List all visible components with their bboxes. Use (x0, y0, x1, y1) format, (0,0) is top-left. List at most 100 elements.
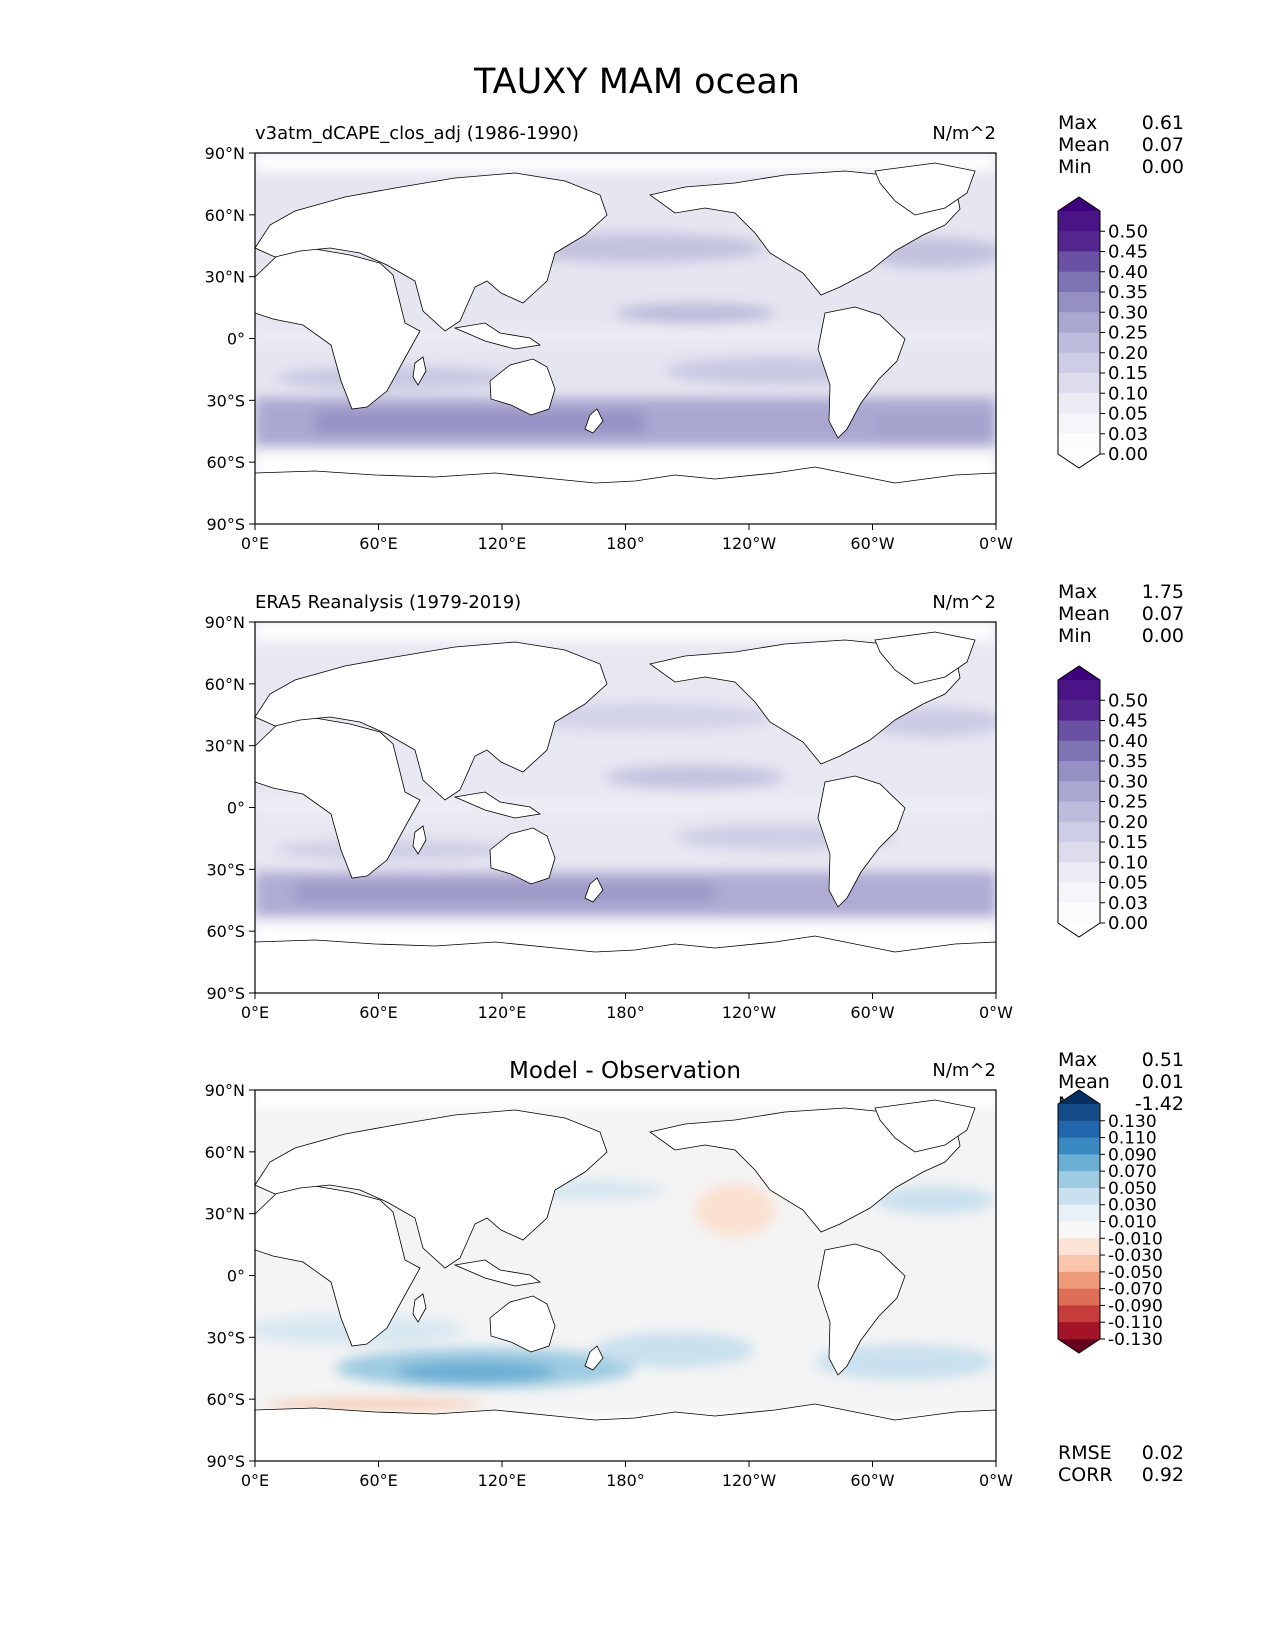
land-maritime (453, 1259, 542, 1287)
y-tick-label: 60°S (206, 1390, 245, 1409)
colorbar-segment (1058, 1137, 1100, 1155)
stats-block: Max 0.61 Mean 0.07 Min 0.00 (1058, 112, 1184, 178)
colorbar-tick-label: 0.03 (1108, 424, 1148, 445)
colorbar-tick-label: 0.30 (1108, 302, 1148, 323)
land-antarctica (255, 935, 996, 993)
x-tick-label: 60°W (850, 1003, 894, 1022)
map-area (255, 1090, 996, 1461)
colorbar-segment (1058, 312, 1100, 333)
metric-corr-label: CORR (1058, 1464, 1113, 1486)
colorbar-tick-label: -0.130 (1108, 1330, 1163, 1350)
panel-title: ERA5 Reanalysis (1979-2019) (255, 592, 521, 613)
colorbar-segment (1058, 902, 1100, 924)
colorbar-segment (1058, 393, 1100, 414)
neg-ne-pacific (695, 1184, 775, 1236)
x-tick-label: 60°W (850, 534, 894, 553)
colorbar-segment (1058, 781, 1100, 802)
pos-southern-indian-core (395, 1361, 555, 1383)
colorbar-segment (1058, 740, 1100, 762)
southern-ocean-core (315, 411, 645, 433)
land-greenland (874, 631, 976, 685)
land-antarctica (255, 1403, 996, 1461)
colorbar-segment (1058, 1288, 1100, 1306)
x-tick-label: 120°W (722, 534, 777, 553)
land-africa (255, 717, 421, 879)
stat-min-value: 0.00 (1142, 625, 1184, 647)
colorbar-tick-label: 0.40 (1108, 731, 1148, 752)
stat-mean-value: 0.01 (1142, 1071, 1184, 1093)
colorbar-tick-label: 0.20 (1108, 812, 1148, 833)
y-tick-label: 90°S (206, 984, 245, 1003)
stat-min-value: -1.42 (1135, 1093, 1184, 1115)
colorbar-tick-label: 0.090 (1108, 1145, 1157, 1165)
colorbar-tick-label: 0.45 (1108, 242, 1148, 263)
land-nz (584, 877, 604, 903)
colorbar-tick-label: 0.20 (1108, 343, 1148, 364)
y-tick-label: 60°S (206, 922, 245, 941)
ne-trade-pacific (615, 303, 775, 323)
colorbar-extend-min (1058, 1339, 1100, 1353)
colorbar-segment (1058, 680, 1100, 701)
metric-rmse-label: RMSE (1058, 1442, 1112, 1464)
land-north-america (649, 170, 961, 296)
x-tick-label: 120°E (478, 1471, 527, 1490)
stat-min-value: 0.00 (1142, 156, 1184, 178)
se-trade-indian (275, 366, 515, 390)
colorbar-tick-label: 0.130 (1108, 1112, 1157, 1132)
y-axis: 90°N 60°N 30°N 0° 30°S 60°S 90°S (205, 613, 255, 1003)
stat-min-label: Min (1058, 156, 1092, 178)
colorbar-segment (1058, 373, 1100, 394)
y-tick-label: 30°N (205, 268, 245, 287)
x-tick-label: 180° (606, 1471, 645, 1490)
x-tick-label: 120°W (722, 1471, 777, 1490)
colorbar-tick-label: 0.15 (1108, 832, 1148, 853)
land-madagascar (412, 1293, 427, 1323)
colorbar-tick-label: 0.00 (1108, 444, 1148, 465)
colorbar-tick-label: 0.15 (1108, 363, 1148, 384)
colorbar-extend-max (1058, 197, 1100, 211)
land-maritime (453, 791, 542, 819)
colorbar-tick-label: 0.25 (1108, 323, 1148, 344)
colorbar-tick-label: -0.030 (1108, 1246, 1163, 1266)
colorbar-tick-label: 0.25 (1108, 792, 1148, 813)
x-tick-label: 60°E (359, 1471, 397, 1490)
stat-mean-label: Mean (1058, 134, 1110, 156)
panel-title: Model - Observation (509, 1058, 741, 1084)
colorbar-tick-label: -0.010 (1108, 1229, 1163, 1249)
x-tick-label: 120°E (478, 1003, 527, 1022)
stat-mean-value: 0.07 (1142, 134, 1184, 156)
colorbar-tick-label: 0.03 (1108, 893, 1148, 914)
colorbar-segment (1058, 1204, 1100, 1222)
land-africa (255, 1185, 421, 1347)
pos-south-pacific (595, 1332, 755, 1368)
colorbar-segment (1058, 1221, 1100, 1239)
colorbar-tick-label: 0.30 (1108, 771, 1148, 792)
panel-difference: Model - Observation N/m^2 (205, 1049, 1184, 1490)
polar-north (255, 622, 996, 640)
colorbar-tick-label: 0.010 (1108, 1213, 1157, 1233)
pos-south-atlantic (815, 1344, 995, 1380)
colorbar-segment (1058, 700, 1100, 721)
stats-block: Max 1.75 Mean 0.07 Min 0.00 (1058, 581, 1184, 647)
land-australia (489, 827, 556, 885)
y-tick-label: 60°N (205, 206, 245, 225)
land-nz (584, 1345, 604, 1371)
land-eurasia (255, 1109, 608, 1269)
colorbar-segment (1058, 1322, 1100, 1340)
colorbar-segment (1058, 292, 1100, 313)
colorbar-segment (1058, 882, 1100, 904)
land (255, 162, 996, 524)
y-tick-label: 30°S (206, 391, 245, 410)
stat-max-value: 0.51 (1142, 1049, 1184, 1071)
colorbar-segment (1058, 352, 1100, 374)
colorbar: 0.500.450.400.350.300.250.200.150.100.05… (1057, 196, 1148, 469)
x-tick-label: 180° (606, 1003, 645, 1022)
colorbar-segment (1058, 1271, 1100, 1290)
se-trade-indian (275, 840, 515, 860)
y-tick-label: 90°N (205, 1081, 245, 1100)
southern-ocean-core-2 (875, 415, 996, 435)
y-tick-label: 30°N (205, 737, 245, 756)
x-tick-label: 0°E (241, 1003, 269, 1022)
stat-max-label: Max (1058, 1049, 1097, 1071)
n-pacific-storm (515, 703, 775, 731)
